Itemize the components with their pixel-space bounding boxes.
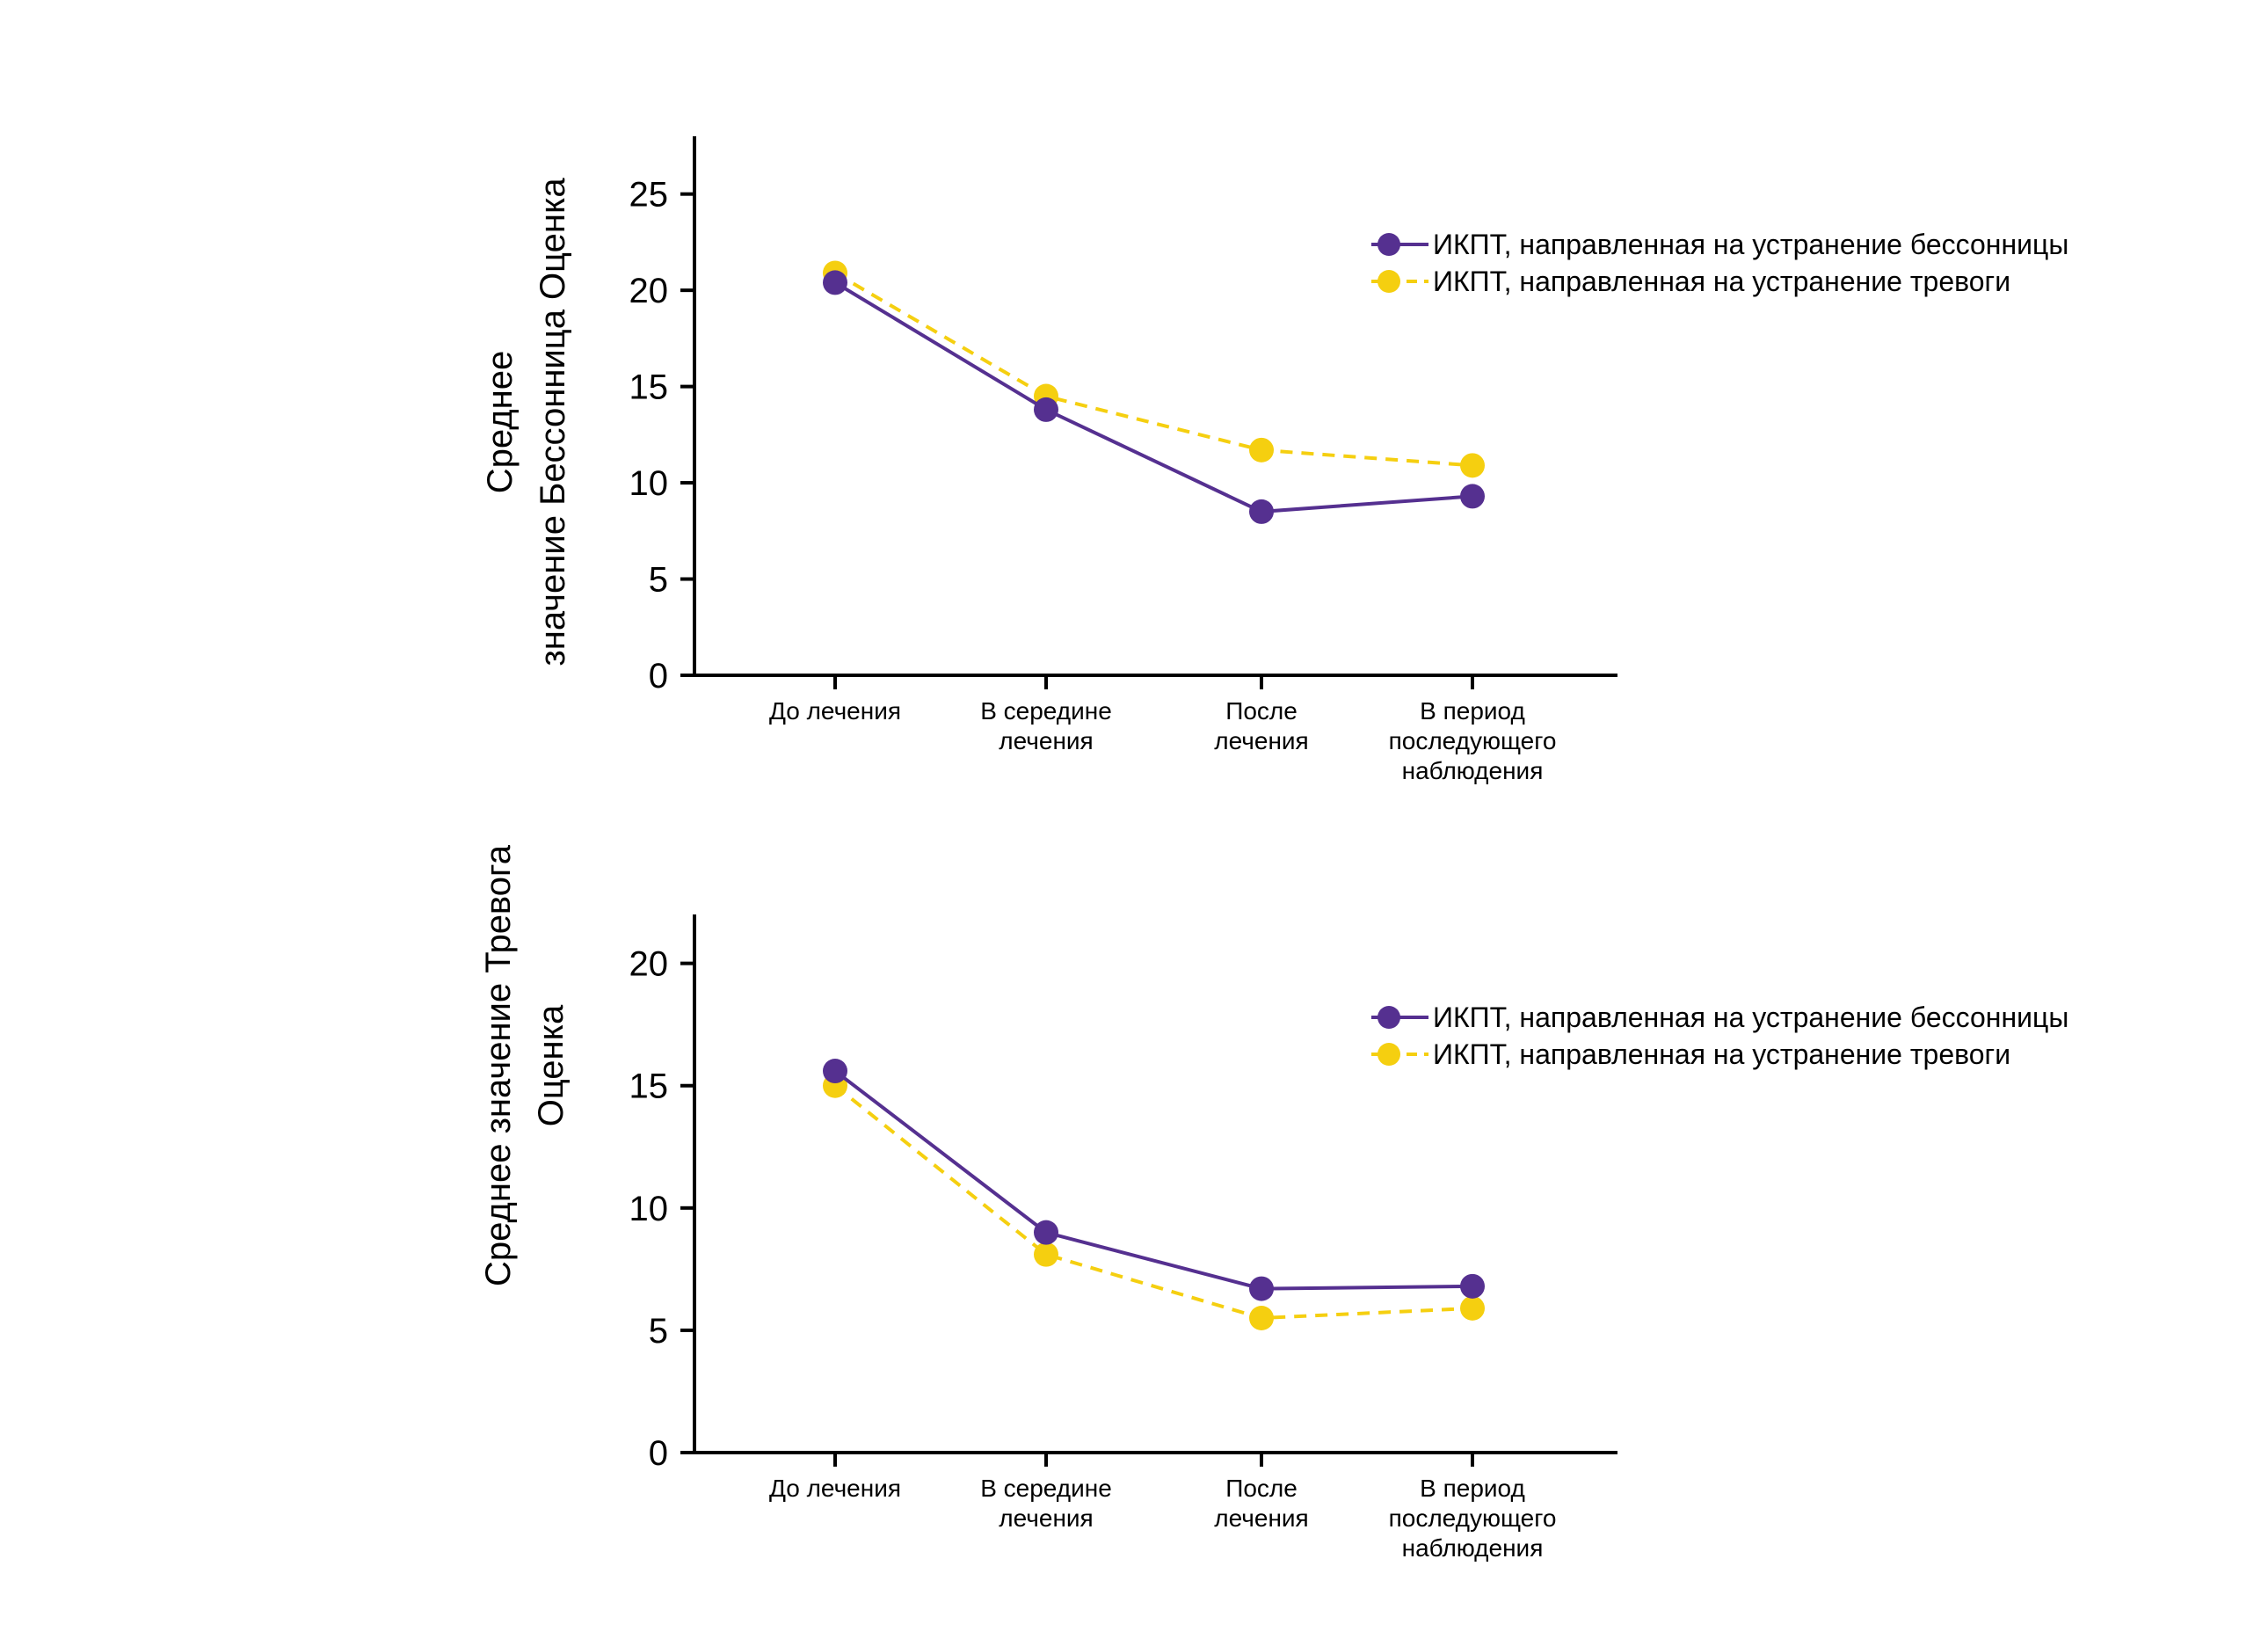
data-point-anxiety xyxy=(1460,1295,1485,1321)
data-point-insomnia xyxy=(823,1059,847,1084)
data-point-insomnia xyxy=(1460,484,1485,509)
x-tick-label-line: В период xyxy=(1420,697,1525,725)
x-tick-label: В период последующего наблюдения xyxy=(1389,697,1557,784)
data-point-anxiety xyxy=(1034,1242,1058,1267)
data-point-insomnia xyxy=(1249,1276,1274,1301)
x-tick-label: До лечения xyxy=(769,1475,901,1502)
series-line-anxiety xyxy=(833,271,1473,468)
x-tick-label-line: В период xyxy=(1420,1475,1525,1502)
y-tick-label: 15 xyxy=(629,1067,669,1106)
y-tick-label: 25 xyxy=(629,176,669,215)
x-tick-label-line: После xyxy=(1225,1475,1298,1502)
x-tick-label-line: В середине xyxy=(980,697,1112,725)
x-tick-label: В середине лечения xyxy=(980,1475,1112,1532)
y-tick-label: 10 xyxy=(629,464,669,503)
x-tick-label-line: лечения xyxy=(1214,727,1308,754)
x-tick-label-line: лечения xyxy=(999,1504,1093,1532)
y-tick-label: 0 xyxy=(649,657,668,696)
legend-marker xyxy=(1378,233,1400,256)
x-tick-label: После лечения xyxy=(1214,697,1308,754)
y-tick-label: 5 xyxy=(649,1312,668,1351)
legend-label: ИКПТ, направленная на устранение бессонн… xyxy=(1433,1002,2068,1033)
legend-label: ИКПТ, направленная на устранение бессонн… xyxy=(1433,229,2068,260)
y-axis-label: Оценка xyxy=(532,1004,571,1126)
data-point-insomnia xyxy=(1034,1220,1058,1245)
data-point-insomnia xyxy=(1249,499,1274,524)
x-tick-label: До лечения xyxy=(769,697,901,725)
legend-marker xyxy=(1378,1043,1400,1066)
data-point-insomnia xyxy=(1034,397,1058,422)
x-tick-label: В период последующего наблюдения xyxy=(1389,1475,1557,1562)
legend-label: ИКПТ, направленная на устранение тревоги xyxy=(1433,1038,2010,1070)
x-tick-label-line: лечения xyxy=(1214,1504,1308,1532)
data-point-anxiety xyxy=(1249,437,1274,463)
data-point-insomnia xyxy=(1460,1273,1485,1299)
series-line-insomnia xyxy=(833,280,1473,514)
legend-label: ИКПТ, направленная на устранение тревоги xyxy=(1433,266,2010,297)
y-tick-label: 0 xyxy=(649,1434,668,1473)
legend-marker xyxy=(1378,270,1400,293)
x-tick-label-line: последующего xyxy=(1389,727,1557,754)
y-tick-label: 10 xyxy=(629,1190,669,1228)
y-axis-label: Среднее значение Тревога xyxy=(479,844,518,1286)
y-axis-label: Среднее xyxy=(481,351,520,493)
x-tick-label-line: До лечения xyxy=(769,697,901,725)
x-tick-label-line: наблюдения xyxy=(1402,1534,1544,1562)
series-line-insomnia xyxy=(833,1069,1473,1291)
y-tick-label: 20 xyxy=(629,945,669,984)
legend-marker xyxy=(1378,1006,1400,1029)
x-tick-label: В середине лечения xyxy=(980,697,1112,754)
y-tick-label: 15 xyxy=(629,368,669,407)
data-point-insomnia xyxy=(823,270,847,295)
x-tick-label-line: В середине xyxy=(980,1475,1112,1502)
x-tick-label-line: После xyxy=(1225,697,1298,725)
series-line-anxiety xyxy=(833,1084,1473,1321)
x-tick-label-line: наблюдения xyxy=(1402,757,1544,784)
x-tick-label: После лечения xyxy=(1214,1475,1308,1532)
y-axis-label: значение Бессонница Оценка xyxy=(534,178,572,667)
x-tick-label-line: последующего xyxy=(1389,1504,1557,1532)
data-point-anxiety xyxy=(1249,1306,1274,1330)
y-tick-label: 20 xyxy=(629,272,669,310)
x-tick-label-line: До лечения xyxy=(769,1475,901,1502)
y-tick-label: 5 xyxy=(649,561,668,600)
data-point-anxiety xyxy=(1460,453,1485,478)
x-tick-label-line: лечения xyxy=(999,727,1093,754)
